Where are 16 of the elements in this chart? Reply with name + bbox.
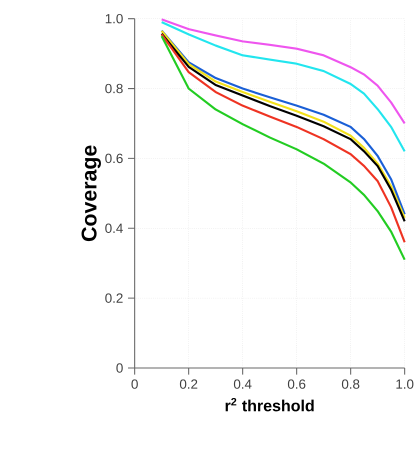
x-tick-label: 0.4 [234,379,252,389]
x-axis-title: r$^{2}$ threshold [226,398,314,412]
x-tick-label: 0.2 [180,379,198,389]
y-tick-label: 0.2 [105,293,123,303]
x-tick-label: 0.8 [342,379,360,389]
y-tick-label: 0.4 [105,224,123,233]
line-series [160,21,406,152]
x-tick-label: 1.0 [396,379,414,389]
x-tick-label: 0.6 [288,379,306,389]
y-axis-title: Coverage [82,145,101,242]
x-tick-label: 0 [131,379,138,389]
y-tick-label: 0.6 [105,154,123,164]
y-tick-label: 1.0 [106,14,123,24]
y-tick-label: 0 [116,363,123,373]
line-series [160,18,406,125]
y-tick-label: 0.8 [105,84,123,94]
